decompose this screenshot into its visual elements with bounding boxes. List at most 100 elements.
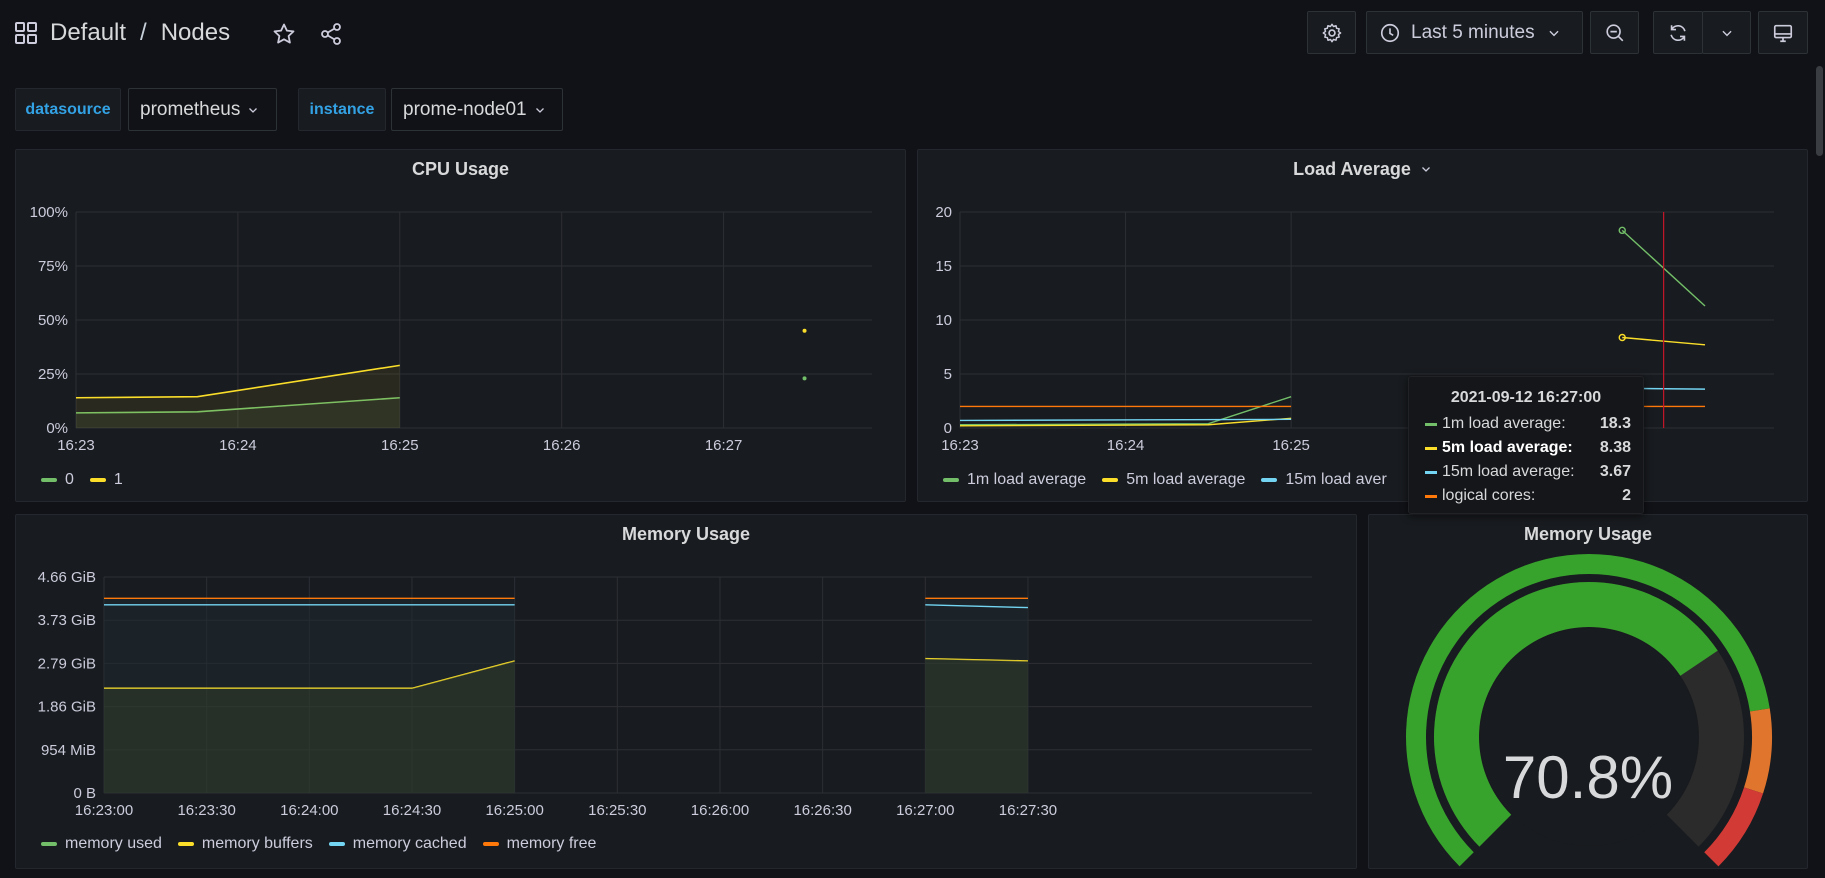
legend-item[interactable]: memory buffers xyxy=(177,835,313,853)
scrollbar[interactable] xyxy=(1816,66,1823,156)
dashboard-title[interactable]: Nodes xyxy=(160,19,231,46)
tooltip-row: 5m load average: 8.38 xyxy=(1425,437,1631,459)
breadcrumb: Default / Nodes xyxy=(50,19,230,47)
panel-title-wrap[interactable]: Load Average xyxy=(918,159,1807,180)
x-tick-label: 16:24:30 xyxy=(383,802,441,819)
legend-swatch xyxy=(177,842,194,846)
graph-tooltip: 2021-09-12 16:27:00 1m load average: 18.… xyxy=(1408,376,1644,514)
tooltip-series-name: 15m load average: xyxy=(1442,463,1575,480)
data-point xyxy=(802,328,807,333)
zoom-out-icon xyxy=(1605,23,1623,41)
series-area xyxy=(76,365,400,428)
x-tick-label: 16:25 xyxy=(381,437,419,454)
chevron-down-icon xyxy=(535,107,544,113)
gear-icon xyxy=(1322,23,1341,42)
memory-usage-chart[interactable]: 0 B 954 MiB 1.86 GiB 2.79 GiB 3.73 GiB 4.66 G… xyxy=(16,515,1358,870)
x-tick-label: 16:24 xyxy=(219,437,257,454)
y-tick-label: 0 xyxy=(944,420,952,437)
memory-usage-panel[interactable]: Memory Usage 0 B 954 MiB 1.86 GiB 2.79 GiB 3… xyxy=(15,514,1357,869)
panel-title[interactable]: Memory Usage xyxy=(1523,524,1653,544)
top-bar: Default / Nodes Last 5 minutes xyxy=(0,0,1825,68)
tooltip-series-name: 5m load average: xyxy=(1442,439,1573,456)
tooltip-series-value: 8.38 xyxy=(1599,439,1631,456)
tooltip-swatch xyxy=(1425,446,1437,450)
share-icon[interactable] xyxy=(319,22,343,46)
zoom-out-button[interactable] xyxy=(1590,11,1639,54)
tv-icon xyxy=(1773,24,1793,42)
datasource-select[interactable]: prometheus xyxy=(128,88,277,131)
chevron-down-icon xyxy=(1548,30,1559,36)
settings-button[interactable] xyxy=(1307,11,1356,54)
load-average-panel[interactable]: Load Average 0 5 10 15 20 16:23 16:24 16:25 1m … xyxy=(917,149,1808,502)
x-tick-label: 16:24 xyxy=(1107,437,1145,454)
panel-title: Load Average xyxy=(1293,159,1411,179)
tooltip-series-value: 18.3 xyxy=(1599,415,1631,432)
series-line xyxy=(959,418,1292,422)
x-tick-label: 16:26:30 xyxy=(793,802,851,819)
x-tick-label: 16:23:00 xyxy=(75,802,133,819)
x-tick-label: 16:27:00 xyxy=(896,802,954,819)
tooltip-series-name: logical cores: xyxy=(1442,487,1536,504)
y-tick-label: 0% xyxy=(46,420,68,437)
tooltip-row: 1m load average: 18.3 xyxy=(1425,413,1631,435)
breadcrumb-folder[interactable]: Default xyxy=(50,19,127,46)
legend-label: 15m load aver xyxy=(1285,471,1387,488)
legend-item[interactable]: 1m load average xyxy=(943,471,1086,489)
legend-item[interactable]: memory used xyxy=(41,835,162,853)
legend-item[interactable]: 1 xyxy=(89,471,123,489)
data-block xyxy=(104,598,515,793)
legend-item[interactable]: 0 xyxy=(41,471,74,489)
chevron-down-icon xyxy=(1421,167,1430,172)
tooltip-swatch xyxy=(1425,494,1437,498)
x-tick-label: 16:23:30 xyxy=(177,802,235,819)
load-average-chart[interactable]: 0 5 10 15 20 16:23 16:24 16:25 xyxy=(918,150,1809,503)
y-tick-label: 20 xyxy=(935,204,952,221)
legend-item[interactable]: memory cached xyxy=(328,835,467,853)
x-tick-label: 16:25:30 xyxy=(588,802,646,819)
legend-swatch xyxy=(328,842,345,846)
legend-swatch xyxy=(41,478,57,482)
instance-value: prome-node01 xyxy=(403,98,527,120)
refresh-button[interactable] xyxy=(1653,11,1703,54)
y-tick-label: 15 xyxy=(935,258,952,275)
star-icon[interactable] xyxy=(272,22,296,46)
cpu-usage-panel[interactable]: CPU Usage 0% 25% 50% 75% 100% 16:23 16:24 16:25… xyxy=(15,149,906,502)
legend-label: 0 xyxy=(65,471,74,488)
series-area xyxy=(925,658,1028,793)
tooltip-series-value: 3.67 xyxy=(1599,463,1631,480)
apps-icon[interactable] xyxy=(15,22,37,44)
legend-label: 1 xyxy=(113,471,123,488)
gauge-value: 70.8% xyxy=(1502,744,1674,811)
hover-point xyxy=(1618,226,1626,235)
series-line xyxy=(925,657,1028,662)
legend-item[interactable]: 15m load aver xyxy=(1261,471,1387,489)
x-tick-label: 16:24:00 xyxy=(280,802,338,819)
memory-gauge-panel[interactable]: Memory Usage xyxy=(1368,514,1808,869)
time-picker-button[interactable]: Last 5 minutes xyxy=(1366,11,1583,54)
y-tick-label: 2.79 GiB xyxy=(38,655,96,672)
legend-item[interactable]: memory free xyxy=(482,835,596,853)
legend-swatch xyxy=(943,478,959,482)
instance-select[interactable]: prome-node01 xyxy=(391,88,563,131)
series-line xyxy=(959,396,1292,426)
legend-item[interactable]: 5m load average xyxy=(1102,471,1245,489)
y-tick-label: 10 xyxy=(935,312,952,329)
panel-title[interactable]: Memory Usage xyxy=(621,524,751,544)
tooltip-series-value: 2 xyxy=(1622,487,1631,504)
tooltip-swatch xyxy=(1425,470,1437,474)
tooltip-series-name: 1m load average: xyxy=(1442,415,1566,432)
panel-title[interactable]: CPU Usage xyxy=(411,159,510,179)
series-line xyxy=(75,364,400,399)
x-tick-label: 16:25:00 xyxy=(485,802,543,819)
cpu-usage-chart[interactable]: 0% 25% 50% 75% 100% 16:23 16:24 16:25 16:26 16:27 xyxy=(16,150,907,503)
x-tick-label: 16:27 xyxy=(705,437,743,454)
tv-mode-button[interactable] xyxy=(1758,11,1808,54)
y-tick-label: 1.86 GiB xyxy=(38,699,96,716)
chevron-down-icon xyxy=(249,107,258,113)
series-line xyxy=(104,660,515,689)
legend-label: memory used xyxy=(65,835,162,852)
legend-label: memory buffers xyxy=(201,835,313,852)
refresh-interval-button[interactable] xyxy=(1702,11,1751,54)
legend-label: 5m load average xyxy=(1126,471,1246,488)
variable-label-datasource: datasource xyxy=(15,88,121,131)
